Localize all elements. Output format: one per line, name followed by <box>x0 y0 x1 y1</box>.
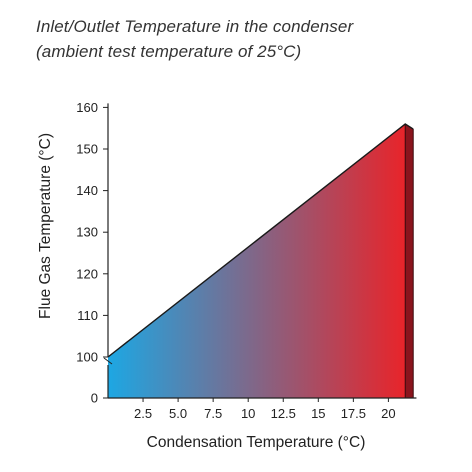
y-tick-label: 0 <box>91 391 98 406</box>
x-tick-label: 2.5 <box>134 406 152 421</box>
y-tick-label: 150 <box>76 142 98 157</box>
y-axis-break <box>103 357 113 365</box>
x-tick-label: 7.5 <box>204 406 222 421</box>
gradient-area <box>108 124 406 398</box>
y-tick-label: 100 <box>76 350 98 365</box>
chart-title-block: Inlet/Outlet Temperature in the condense… <box>36 14 353 64</box>
x-tick-label: 15 <box>311 406 325 421</box>
x-tick-label: 17.5 <box>341 406 366 421</box>
x-axis-label: Condensation Temperature (°C) <box>147 434 366 451</box>
y-tick-label: 120 <box>76 266 98 281</box>
x-tick-label: 5.0 <box>169 406 187 421</box>
series-line <box>107 123 414 358</box>
y-tick-label: 140 <box>76 183 98 198</box>
x-tick-label: 10 <box>241 406 255 421</box>
plot-layer <box>107 123 414 398</box>
y-tick-label: 160 <box>76 100 98 115</box>
axis-layer: 0 100 110 120 130 140 150 160 2.5 5.0 7.5 10 12.5 15 1… <box>76 100 417 421</box>
x-tick-label: 12.5 <box>271 406 296 421</box>
chart-title: Inlet/Outlet Temperature in the condense… <box>36 17 354 36</box>
y-tick-label: 110 <box>77 308 98 323</box>
x-tick-label: 20 <box>381 406 395 421</box>
side-band <box>405 124 414 398</box>
y-tick-label: 130 <box>76 225 98 240</box>
chart-subtitle: (ambient test temperature of 25°C) <box>36 42 302 61</box>
y-axis-label: Flue Gas Temperature (°C) <box>37 133 54 319</box>
